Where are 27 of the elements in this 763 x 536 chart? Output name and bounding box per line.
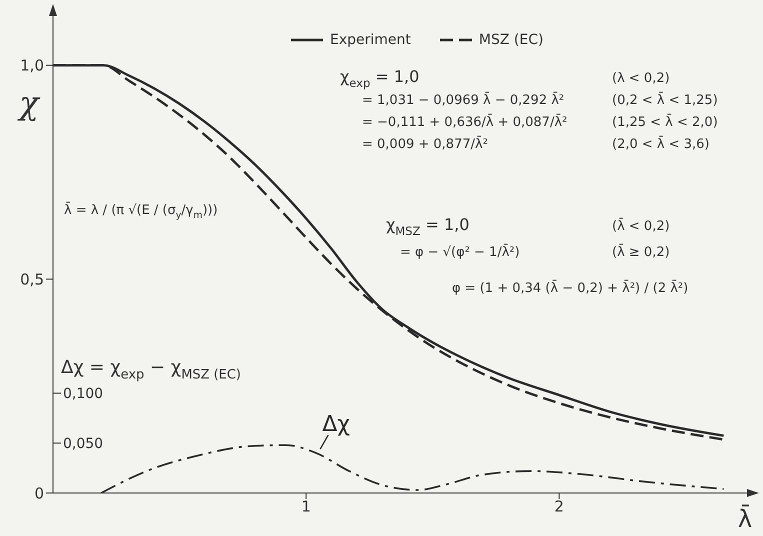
annotation: χ$_{MSZ}$ = 1,0	[386, 215, 470, 238]
y-tick-label: 0	[34, 484, 44, 502]
annotation: λ̄ = λ / (π √(E / (σ$_{y}$/γ$_{m}$)))	[64, 202, 218, 221]
x-tick-label: 2	[554, 498, 564, 516]
y-tick-label: 1,0	[20, 56, 44, 75]
x-tick-label: 1	[301, 498, 311, 516]
y2-axis-title: Δχ = χ$_{exp}$ − χ$_{MSZ (EC)}$	[61, 357, 241, 383]
annotation: = 0,009 + 0,877/λ̄²	[362, 136, 488, 152]
annotation: (2,0 < λ̄ < 3,6)	[612, 136, 710, 152]
annotation: (λ < 0,2)	[612, 71, 670, 86]
y-tick-label: 0,5	[20, 270, 44, 288]
annotation: (0,2 < λ̄ < 1,25)	[612, 92, 718, 108]
legend-label: Experiment	[330, 32, 411, 48]
x-axis-title: λ̄	[738, 504, 752, 533]
annotation: = φ − √(φ² − 1/λ̄²)	[400, 244, 520, 260]
annotation: (1,25 < λ̄ < 2,0)	[612, 114, 718, 130]
y-axis-title: χ	[17, 84, 40, 122]
y2-tick-label: 0,100	[63, 386, 104, 402]
series-label: Δχ	[322, 412, 350, 438]
annotation: = −0,111 + 0,636/λ̄ + 0,087/λ̄²	[362, 114, 568, 130]
y2-tick-label: 0,050	[63, 436, 104, 452]
legend-label: MSZ (EC)	[478, 32, 544, 48]
annotation: φ = (1 + 0,34 (λ̄ − 0,2) + λ̄²) / (2 λ̄²)	[452, 280, 688, 296]
annotation: χ$_{exp}$ = 1,0	[340, 67, 420, 90]
annotation: (λ̄ < 0,2)	[612, 218, 670, 234]
annotation: = 1,031 − 0,0969 λ̄ − 0,292 λ̄²	[362, 92, 564, 108]
annotation: (λ̄ ≥ 0,2)	[612, 244, 670, 260]
